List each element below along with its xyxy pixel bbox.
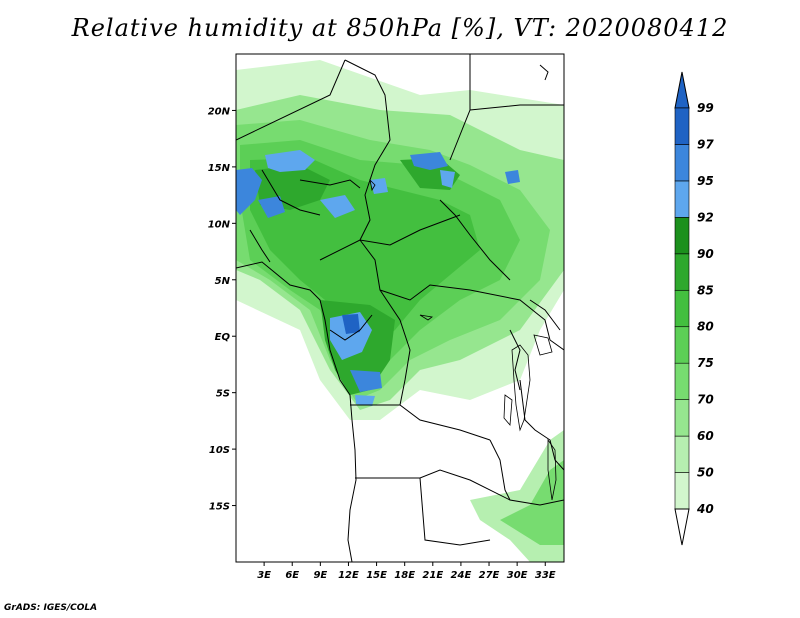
colorbar-box bbox=[674, 289, 690, 328]
colorbar-box bbox=[674, 326, 690, 364]
colorbar-box bbox=[674, 362, 690, 400]
y-tick-label: 15N bbox=[208, 163, 231, 174]
colorbar-label: 70 bbox=[697, 393, 714, 407]
colorbar-label: 97 bbox=[697, 137, 714, 151]
country-borders bbox=[236, 54, 564, 562]
colorbar-box bbox=[674, 217, 690, 255]
x-tick-label: 18E bbox=[394, 570, 415, 581]
y-tick-label: EQ bbox=[215, 332, 231, 343]
y-tick-label: 20N bbox=[208, 106, 231, 117]
x-tick-label: 6E bbox=[285, 570, 299, 581]
map-title: Relative humidity at 850hPa [%], VT: 202… bbox=[71, 14, 729, 42]
colorbar: 40 50 60 70 75 80 85 90 92 95 97 99 bbox=[674, 71, 714, 546]
x-tick-label: 9E bbox=[313, 570, 327, 581]
y-tick-label: 5S bbox=[216, 389, 230, 400]
colorbar-box bbox=[674, 399, 690, 437]
lakes bbox=[369, 178, 557, 501]
colorbar-label: 92 bbox=[697, 210, 714, 224]
x-tick-label: 33E bbox=[535, 570, 556, 581]
colorbar-label: 75 bbox=[697, 356, 714, 370]
x-tick-label: 24E bbox=[451, 570, 472, 581]
colorbar-label: 40 bbox=[696, 502, 714, 516]
y-tick-label: 15S bbox=[209, 502, 230, 513]
x-tick-label: 30E bbox=[507, 570, 528, 581]
colorbar-box bbox=[674, 144, 690, 182]
colorbar-label: 85 bbox=[697, 283, 714, 297]
colorbar-label: 80 bbox=[697, 320, 714, 334]
x-tick-label: 27E bbox=[479, 570, 500, 581]
colorbar-bottom-arrow bbox=[674, 508, 690, 546]
colorbar-label: 50 bbox=[697, 466, 714, 480]
colorbar-box bbox=[674, 253, 690, 291]
x-axis-ticks: 3E 6E 9E 12E 15E 18E 21E 24E 27E 30E 33E bbox=[257, 562, 556, 581]
y-axis-ticks: 20N 15N 10N 5N EQ 5S 10S 15S bbox=[208, 106, 236, 513]
colorbar-box bbox=[674, 107, 690, 145]
y-tick-label: 5N bbox=[215, 276, 231, 287]
x-tick-label: 15E bbox=[366, 570, 387, 581]
colorbar-box bbox=[674, 472, 690, 510]
y-tick-label: 10S bbox=[209, 445, 230, 456]
colorbar-box bbox=[674, 435, 690, 473]
x-tick-label: 12E bbox=[338, 570, 359, 581]
colorbar-top-arrow bbox=[674, 71, 690, 109]
map-frame bbox=[235, 53, 565, 563]
colorbar-box bbox=[674, 180, 690, 218]
colorbar-label: 90 bbox=[697, 247, 714, 261]
grads-credit: GrADS: IGES/COLA bbox=[4, 603, 98, 613]
colorbar-label: 99 bbox=[697, 101, 714, 115]
colorbar-label: 60 bbox=[697, 429, 714, 443]
humidity-field bbox=[236, 54, 564, 562]
y-tick-label: 10N bbox=[208, 219, 231, 230]
colorbar-label: 95 bbox=[697, 174, 714, 188]
x-tick-label: 21E bbox=[422, 570, 443, 581]
x-tick-label: 3E bbox=[257, 570, 271, 581]
